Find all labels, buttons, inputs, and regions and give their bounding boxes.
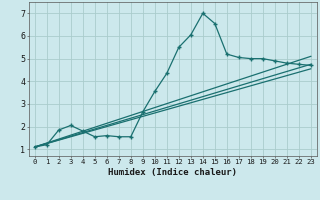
X-axis label: Humidex (Indice chaleur): Humidex (Indice chaleur) bbox=[108, 168, 237, 177]
